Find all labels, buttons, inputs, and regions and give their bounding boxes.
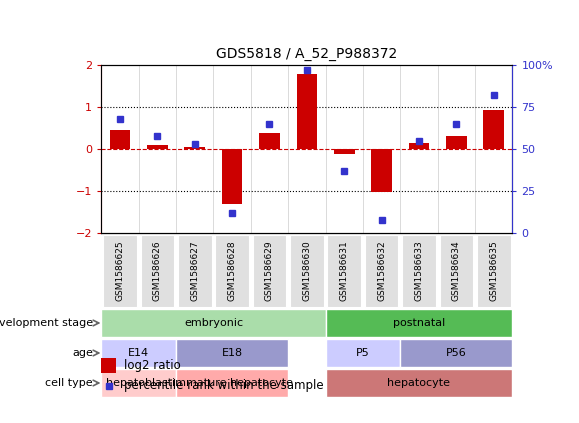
Text: postnatal: postnatal: [393, 318, 445, 328]
FancyBboxPatch shape: [141, 234, 174, 307]
Bar: [371, 149, 392, 192]
FancyBboxPatch shape: [101, 339, 176, 367]
Bar: [222, 149, 243, 203]
FancyBboxPatch shape: [402, 234, 436, 307]
FancyBboxPatch shape: [439, 234, 473, 307]
Bar: [446, 135, 467, 149]
Text: GSM1586633: GSM1586633: [415, 240, 423, 301]
Text: GSM1586631: GSM1586631: [340, 240, 349, 301]
FancyBboxPatch shape: [477, 234, 511, 307]
Text: P56: P56: [446, 348, 467, 358]
Text: GSM1586626: GSM1586626: [153, 240, 162, 301]
Text: GSM1586632: GSM1586632: [377, 240, 386, 301]
Title: GDS5818 / A_52_P988372: GDS5818 / A_52_P988372: [216, 47, 398, 61]
Text: age: age: [72, 348, 93, 358]
Text: hepatoblast: hepatoblast: [105, 378, 172, 388]
Text: percentile rank within the sample: percentile rank within the sample: [124, 379, 324, 392]
FancyBboxPatch shape: [176, 339, 288, 367]
FancyBboxPatch shape: [365, 234, 398, 307]
Bar: [296, 74, 317, 149]
Bar: [409, 143, 429, 149]
Bar: [334, 149, 354, 154]
FancyBboxPatch shape: [325, 339, 400, 367]
FancyBboxPatch shape: [252, 234, 286, 307]
Bar: [259, 133, 280, 149]
Text: GSM1586628: GSM1586628: [228, 240, 237, 301]
Bar: [101, 357, 116, 373]
Text: GSM1586634: GSM1586634: [452, 240, 461, 301]
Bar: [185, 147, 205, 149]
FancyBboxPatch shape: [400, 339, 512, 367]
Text: GSM1586630: GSM1586630: [302, 240, 312, 301]
FancyBboxPatch shape: [176, 369, 288, 397]
FancyBboxPatch shape: [178, 234, 211, 307]
Bar: [483, 110, 504, 149]
Text: E18: E18: [222, 348, 243, 358]
Text: development stage: development stage: [0, 318, 93, 328]
FancyBboxPatch shape: [103, 234, 137, 307]
FancyBboxPatch shape: [215, 234, 249, 307]
Text: embryonic: embryonic: [184, 318, 243, 328]
FancyBboxPatch shape: [101, 369, 176, 397]
Text: cell type: cell type: [46, 378, 93, 388]
Text: GSM1586635: GSM1586635: [489, 240, 498, 301]
FancyBboxPatch shape: [101, 309, 325, 337]
Text: immature hepatocyte: immature hepatocyte: [171, 378, 292, 388]
Text: GSM1586625: GSM1586625: [116, 240, 124, 301]
FancyBboxPatch shape: [327, 234, 361, 307]
Text: GSM1586629: GSM1586629: [265, 240, 274, 301]
Bar: [147, 145, 168, 149]
FancyBboxPatch shape: [325, 309, 512, 337]
Text: log2 ratio: log2 ratio: [124, 359, 181, 372]
FancyBboxPatch shape: [290, 234, 324, 307]
FancyBboxPatch shape: [325, 369, 512, 397]
Text: E14: E14: [128, 348, 149, 358]
Text: hepatocyte: hepatocyte: [387, 378, 450, 388]
Text: P5: P5: [356, 348, 370, 358]
Bar: [110, 130, 130, 149]
Text: GSM1586627: GSM1586627: [190, 240, 199, 301]
